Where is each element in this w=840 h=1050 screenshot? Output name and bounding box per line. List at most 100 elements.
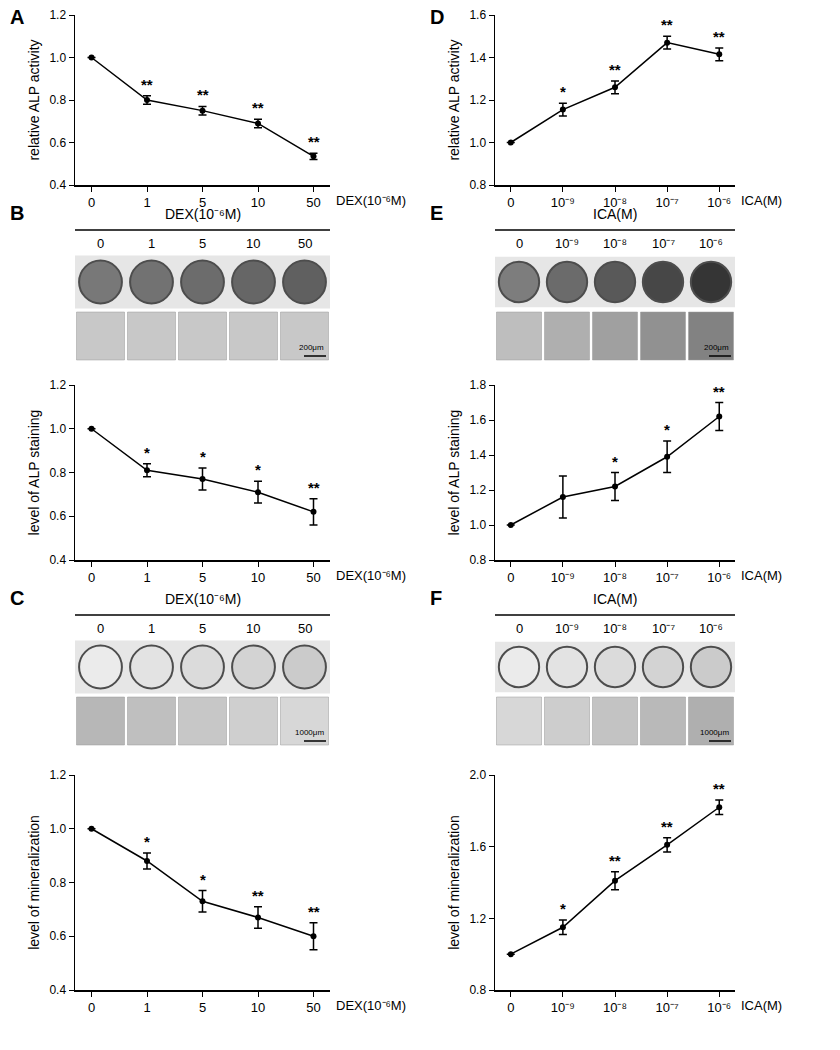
svg-text:10: 10 [251, 195, 265, 210]
svg-text:0.6: 0.6 [49, 929, 66, 943]
svg-text:2.0: 2.0 [469, 768, 486, 782]
svg-text:1000μm: 1000μm [295, 728, 324, 737]
svg-text:*: * [144, 444, 150, 461]
svg-text:0: 0 [507, 570, 514, 585]
svg-text:10⁻⁸: 10⁻⁸ [603, 621, 627, 636]
svg-text:**: ** [713, 383, 725, 400]
svg-text:0: 0 [97, 236, 104, 251]
svg-text:ICA(M): ICA(M) [741, 998, 782, 1013]
svg-text:200μm: 200μm [704, 343, 729, 352]
svg-text:50: 50 [298, 621, 312, 636]
svg-text:10⁻⁷: 10⁻⁷ [652, 621, 675, 636]
svg-text:10⁻⁶: 10⁻⁶ [699, 621, 723, 636]
svg-text:*: * [664, 421, 670, 438]
svg-text:1: 1 [143, 195, 150, 210]
svg-text:1.2: 1.2 [49, 768, 66, 782]
svg-text:ICA(M): ICA(M) [741, 193, 782, 208]
svg-text:0.6: 0.6 [49, 136, 66, 150]
svg-text:5: 5 [199, 195, 206, 210]
svg-text:DEX(10⁻⁶M): DEX(10⁻⁶M) [165, 591, 241, 607]
svg-text:DEX(10⁻⁶M): DEX(10⁻⁶M) [336, 568, 406, 583]
svg-text:10⁻⁹: 10⁻⁹ [555, 621, 579, 636]
svg-text:DEX(10⁻⁶M): DEX(10⁻⁶M) [165, 206, 241, 222]
svg-text:**: ** [308, 133, 320, 150]
svg-text:10⁻⁶: 10⁻⁶ [707, 1000, 731, 1015]
svg-text:5: 5 [199, 621, 206, 636]
svg-text:**: ** [713, 780, 725, 797]
svg-text:0.8: 0.8 [49, 876, 66, 890]
svg-text:0.6: 0.6 [49, 509, 66, 523]
svg-text:**: ** [713, 28, 725, 45]
svg-text:10⁻⁶: 10⁻⁶ [699, 236, 723, 251]
svg-text:0.8: 0.8 [49, 466, 66, 480]
svg-text:DEX(10⁻⁶M): DEX(10⁻⁶M) [336, 998, 406, 1013]
svg-text:1.8: 1.8 [469, 378, 486, 392]
svg-text:0.8: 0.8 [469, 178, 486, 192]
svg-text:**: ** [141, 76, 153, 93]
svg-text:level of ALP staining: level of ALP staining [26, 410, 42, 536]
svg-text:0: 0 [507, 195, 514, 210]
svg-text:ICA(M): ICA(M) [593, 591, 637, 607]
svg-text:level of mineralization: level of mineralization [446, 815, 462, 950]
svg-text:1.6: 1.6 [469, 840, 486, 854]
svg-text:10⁻⁷: 10⁻⁷ [656, 570, 679, 585]
svg-text:**: ** [252, 887, 264, 904]
svg-text:*: * [200, 448, 206, 465]
svg-text:**: ** [609, 852, 621, 869]
svg-text:1.2: 1.2 [469, 93, 486, 107]
svg-text:10⁻⁹: 10⁻⁹ [555, 236, 579, 251]
svg-text:5: 5 [199, 236, 206, 251]
svg-text:1.0: 1.0 [49, 51, 66, 65]
svg-text:DEX(10⁻⁶M): DEX(10⁻⁶M) [336, 193, 406, 208]
svg-text:A: A [10, 6, 24, 28]
svg-text:0: 0 [88, 570, 95, 585]
svg-text:0: 0 [88, 1000, 95, 1015]
svg-text:1.4: 1.4 [469, 448, 486, 462]
svg-text:relative ALP activity: relative ALP activity [446, 39, 462, 160]
svg-text:0.8: 0.8 [469, 553, 486, 567]
svg-text:0: 0 [97, 621, 104, 636]
svg-text:5: 5 [199, 1000, 206, 1015]
svg-text:ICA(M): ICA(M) [593, 206, 637, 222]
svg-text:10⁻⁸: 10⁻⁸ [603, 236, 627, 251]
svg-text:1: 1 [143, 1000, 150, 1015]
svg-text:10⁻⁶: 10⁻⁶ [707, 195, 731, 210]
svg-text:10⁻⁸: 10⁻⁸ [603, 195, 627, 210]
svg-text:**: ** [197, 86, 209, 103]
svg-text:E: E [430, 202, 443, 224]
svg-text:0.4: 0.4 [49, 178, 66, 192]
svg-text:10⁻⁷: 10⁻⁷ [656, 195, 679, 210]
svg-text:1.0: 1.0 [469, 518, 486, 532]
svg-text:1: 1 [148, 621, 155, 636]
svg-text:0: 0 [507, 1000, 514, 1015]
svg-text:1.0: 1.0 [469, 136, 486, 150]
svg-text:1000μm: 1000μm [700, 728, 729, 737]
svg-text:1.0: 1.0 [49, 422, 66, 436]
svg-text:10: 10 [251, 1000, 265, 1015]
svg-text:**: ** [661, 16, 673, 33]
svg-text:**: ** [308, 903, 320, 920]
svg-text:50: 50 [298, 236, 312, 251]
svg-text:1.2: 1.2 [49, 378, 66, 392]
svg-text:*: * [560, 900, 566, 917]
svg-text:10⁻⁹: 10⁻⁹ [551, 195, 575, 210]
svg-text:*: * [255, 461, 261, 478]
svg-text:10: 10 [246, 236, 260, 251]
svg-text:1.6: 1.6 [469, 413, 486, 427]
svg-text:10: 10 [251, 570, 265, 585]
svg-text:1: 1 [148, 236, 155, 251]
svg-text:10⁻⁸: 10⁻⁸ [603, 570, 627, 585]
svg-text:0.8: 0.8 [49, 93, 66, 107]
svg-text:1.0: 1.0 [49, 822, 66, 836]
svg-text:10⁻⁷: 10⁻⁷ [656, 1000, 679, 1015]
svg-text:*: * [612, 453, 618, 470]
svg-text:1: 1 [143, 570, 150, 585]
svg-text:B: B [10, 202, 24, 224]
svg-text:*: * [144, 833, 150, 850]
svg-text:**: ** [661, 818, 673, 835]
svg-text:5: 5 [199, 570, 206, 585]
svg-text:1.2: 1.2 [49, 8, 66, 22]
svg-text:relative ALP activity: relative ALP activity [26, 39, 42, 160]
svg-text:0.4: 0.4 [49, 983, 66, 997]
svg-text:C: C [10, 587, 24, 609]
